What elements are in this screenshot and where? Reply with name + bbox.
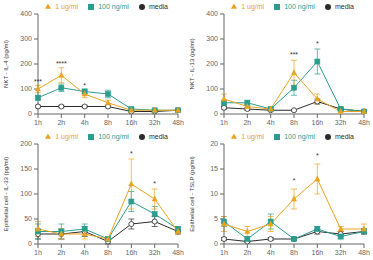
svg-text:5: 5 [214,215,218,222]
svg-text:*: * [83,82,86,89]
svg-text:*: * [130,150,133,157]
svg-text:48h: 48h [172,119,184,126]
svg-text:100: 100 [20,190,32,197]
svg-text:1h: 1h [220,119,228,126]
svg-text:0: 0 [28,110,32,117]
svg-text:200: 200 [20,140,32,147]
svg-text:16h: 16h [125,249,137,256]
svg-text:4h: 4h [81,249,89,256]
svg-text:400: 400 [206,10,218,17]
svg-text:15: 15 [210,165,218,172]
svg-text:0: 0 [28,240,32,247]
svg-text:16h: 16h [311,119,323,126]
svg-text:****: **** [56,60,67,67]
svg-text:150: 150 [20,165,32,172]
svg-text:10: 10 [210,190,218,197]
svg-text:1h: 1h [34,249,42,256]
html-text:1 ug/ml: 1 ug/ml [55,3,79,10]
svg-text:32h: 32h [149,119,161,126]
html-text:media: media [148,3,168,10]
svg-text:1h: 1h [34,119,42,126]
svg-text:300: 300 [20,35,32,42]
svg-text:*: * [316,152,319,159]
svg-text:200: 200 [206,60,218,67]
svg-text:4h: 4h [267,249,275,256]
html-text:media: media [148,133,168,140]
svg-text:2h: 2h [57,249,65,256]
svg-text:32h: 32h [335,249,347,256]
svg-text:2h: 2h [243,249,251,256]
svg-text:*: * [293,177,296,184]
html-text:100 ng/ml: 100 ng/ml [284,133,315,140]
svg-text:8h: 8h [290,249,298,256]
html-text:1 ug/ml: 1 ug/ml [55,133,79,140]
svg-text:50: 50 [24,215,32,222]
html-text:100 ng/ml: 100 ng/ml [98,3,129,10]
svg-text:2h: 2h [57,119,65,126]
svg-text:48h: 48h [358,249,365,256]
svg-text:0: 0 [214,240,218,247]
svg-text:***: *** [34,78,42,85]
html-text:1 ug/ml: 1 ug/ml [241,133,265,140]
html-text:100 ng/ml: 100 ng/ml [284,3,315,10]
svg-text:NKT - IL-13 (pg/ml): NKT - IL-13 (pg/ml) [189,38,195,89]
svg-text:32h: 32h [149,249,161,256]
html-text:100 ng/ml: 100 ng/ml [98,133,129,140]
svg-text:8h: 8h [104,119,112,126]
svg-text:16h: 16h [311,249,323,256]
html-text:1 ug/ml: 1 ug/ml [241,3,265,10]
svg-text:***: *** [290,51,298,58]
svg-text:300: 300 [206,35,218,42]
svg-text:*: * [153,180,156,187]
svg-text:48h: 48h [172,249,184,256]
svg-text:100: 100 [20,85,32,92]
svg-text:0: 0 [214,110,218,117]
svg-text:100: 100 [206,85,218,92]
svg-text:1h: 1h [220,249,228,256]
svg-text:48h: 48h [358,119,365,126]
svg-text:8h: 8h [104,249,112,256]
svg-text:20: 20 [210,140,218,147]
svg-text:16h: 16h [125,119,137,126]
html-text:media: media [334,133,354,140]
svg-text:4h: 4h [267,119,275,126]
svg-text:8h: 8h [290,119,298,126]
html-text:media: media [334,3,354,10]
svg-text:4h: 4h [81,119,89,126]
svg-text:*: * [316,40,319,47]
svg-text:Epithelial cell - TSLP (pg/ml): Epithelial cell - TSLP (pg/ml) [189,156,195,231]
svg-text:200: 200 [20,60,32,67]
svg-text:400: 400 [20,10,32,17]
svg-text:32h: 32h [335,119,347,126]
svg-text:2h: 2h [243,119,251,126]
svg-text:NKT - IL-4 (pg/ml): NKT - IL-4 (pg/ml) [8,40,9,88]
svg-text:Epithelial cell - IL-33 (pg/ml: Epithelial cell - IL-33 (pg/ml) [8,157,9,231]
